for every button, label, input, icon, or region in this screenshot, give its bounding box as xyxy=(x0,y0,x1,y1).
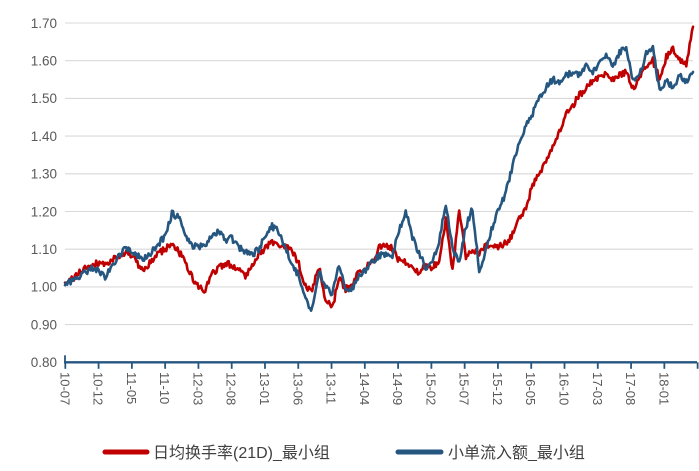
x-axis-label: 12-03 xyxy=(190,372,205,405)
x-axis-label: 15-02 xyxy=(423,372,438,405)
x-axis-label: 17-03 xyxy=(590,372,605,405)
gridlines xyxy=(65,22,693,326)
x-axis-labels: 10-07 10-12 11-05 11-10 12-03 12-08 13-01 13-06… xyxy=(57,372,671,405)
y-axis-label: 1.30 xyxy=(31,167,57,182)
y-axis-label: 1.70 xyxy=(31,16,57,31)
x-axis-label: 16-05 xyxy=(523,372,538,405)
x-axis-label: 10-12 xyxy=(91,372,106,405)
y-axis-label: 1.60 xyxy=(31,54,57,69)
x-axis-label: 13-06 xyxy=(290,372,305,405)
x-axis xyxy=(64,355,699,369)
y-axis-label: 1.50 xyxy=(31,91,57,106)
legend-label-turnover-rate: 日均换手率(21D)_最小组 xyxy=(153,444,330,462)
series-line-1 xyxy=(63,44,695,313)
y-axis-label: 1.00 xyxy=(31,280,57,295)
series-line-0 xyxy=(63,25,695,309)
x-axis-label: 18-01 xyxy=(656,372,671,405)
y-axis-label: 1.40 xyxy=(31,129,57,144)
x-axis-label: 12-08 xyxy=(224,372,239,405)
y-axis-label: 1.20 xyxy=(31,204,57,219)
y-axis-label: 1.10 xyxy=(31,242,57,257)
x-axis-label: 11-10 xyxy=(157,372,172,404)
series-lines xyxy=(63,25,695,313)
x-axis-label: 11-05 xyxy=(124,372,139,404)
x-axis-label: 15-07 xyxy=(457,372,472,405)
x-axis-label: 15-12 xyxy=(490,372,505,405)
x-axis-label: 14-04 xyxy=(357,372,372,405)
x-axis-label: 16-10 xyxy=(557,372,572,405)
chart-legend: 日均换手率(21D)_最小组 小单流入额_最小组 xyxy=(102,444,585,462)
legend-label-small-order-inflow: 小单流入额_最小组 xyxy=(448,444,585,462)
x-axis-label: 13-11 xyxy=(324,372,339,404)
x-axis-label: 10-07 xyxy=(57,372,72,405)
x-axis-label: 17-08 xyxy=(623,372,638,405)
x-axis-label: 14-09 xyxy=(390,372,405,405)
x-axis-label: 13-01 xyxy=(257,372,272,405)
y-axis-labels: 0.80 0.90 1.00 1.10 1.20 1.30 1.40 1.50 1.60 1.70 xyxy=(31,16,57,370)
y-axis-label: 0.90 xyxy=(31,317,57,332)
y-axis-label: 0.80 xyxy=(31,355,57,370)
